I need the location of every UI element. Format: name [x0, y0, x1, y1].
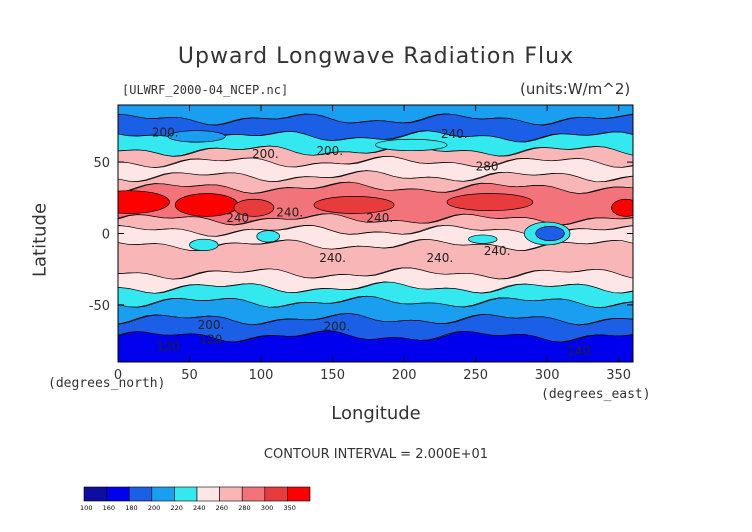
- colorbar-level-label: 180: [125, 504, 137, 512]
- contour-label: 240.: [276, 205, 303, 219]
- warm-core: [118, 190, 170, 214]
- contour-label: 240.: [319, 251, 346, 265]
- colorbar-swatch: [196, 486, 220, 502]
- colorbar-level-label: 260: [216, 504, 228, 512]
- colorbar-swatch: [264, 486, 288, 502]
- y-tick-label: -50: [89, 299, 110, 314]
- x-tick-label: 100: [249, 368, 274, 383]
- y-axis-unit: (degrees_north): [48, 376, 166, 391]
- warm-core: [611, 198, 633, 217]
- cold-patch: [468, 234, 498, 244]
- plot-area: [118, 105, 633, 362]
- colorbar-level-label: 200: [148, 504, 160, 512]
- x-tick-label: 150: [320, 368, 345, 383]
- contour-label: 280: [476, 160, 499, 174]
- colorbar-level-label: 160: [103, 504, 115, 512]
- cold-patch: [167, 130, 226, 143]
- latitude-band: [118, 330, 633, 362]
- contour-label: 120: [200, 332, 223, 346]
- warm-core: [446, 193, 534, 212]
- x-tick-label: 350: [606, 368, 631, 383]
- x-tick-label: 250: [463, 368, 488, 383]
- x-axis-label: Longitude: [331, 403, 421, 424]
- cold-patch: [375, 138, 448, 152]
- contour-interval-label: CONTOUR INTERVAL = 2.000E+01: [263, 447, 489, 462]
- colorbar-level-label: 220: [170, 504, 182, 512]
- contour-label: 120: [157, 340, 180, 354]
- x-tick-label: 50: [181, 368, 198, 383]
- contour-label: 140: [567, 344, 590, 358]
- x-tick-label: 0: [114, 368, 122, 383]
- contour-label: 200.: [324, 320, 351, 334]
- colorbar-level-label: 100: [80, 504, 92, 512]
- colorbar-swatch: [106, 486, 130, 502]
- contour-label: 240.: [441, 127, 468, 141]
- cold-patch: [256, 230, 281, 243]
- colorbar-swatch: [241, 486, 266, 502]
- x-tick-label: 300: [535, 368, 560, 383]
- y-tick-label: 50: [93, 156, 110, 171]
- colorbar-swatch: [287, 486, 311, 502]
- contour-label: 240.: [484, 244, 511, 258]
- cold-patch: [535, 226, 565, 241]
- colorbar-level-label: 240: [193, 504, 205, 512]
- contour-label: 240.: [427, 251, 454, 265]
- x-axis-unit: (degrees_east): [541, 387, 651, 402]
- contour-label: 200.: [252, 147, 279, 161]
- contour-label: 240.: [226, 211, 253, 225]
- colorbar-level-label: 300: [261, 504, 273, 512]
- units-label: (units:W/m^2): [520, 80, 631, 98]
- contour-label: 200.: [198, 318, 225, 332]
- cold-patch: [189, 238, 219, 251]
- y-axis-label: Latitude: [29, 202, 51, 278]
- colorbar-swatch: [219, 486, 243, 502]
- x-tick-label: 200: [392, 368, 417, 383]
- colorbar-level-label: 350: [283, 504, 295, 512]
- warm-core: [313, 196, 395, 214]
- chart-title: Upward Longwave Radiation Flux: [177, 44, 575, 69]
- colorbar-swatch: [174, 486, 198, 502]
- colorbar-swatch: [151, 486, 175, 502]
- contour-label: 200.: [316, 144, 343, 158]
- source-file-label: [ULWRF_2000-04_NCEP.nc]: [122, 83, 289, 97]
- colorbar-swatch: [83, 486, 107, 502]
- y-tick-label: 0: [102, 228, 110, 243]
- contour-label: 200.: [152, 125, 179, 139]
- warm-core: [233, 198, 275, 217]
- colorbar-swatch: [128, 486, 153, 502]
- contour-label: 240.: [366, 211, 393, 225]
- colorbar-level-label: 280: [238, 504, 250, 512]
